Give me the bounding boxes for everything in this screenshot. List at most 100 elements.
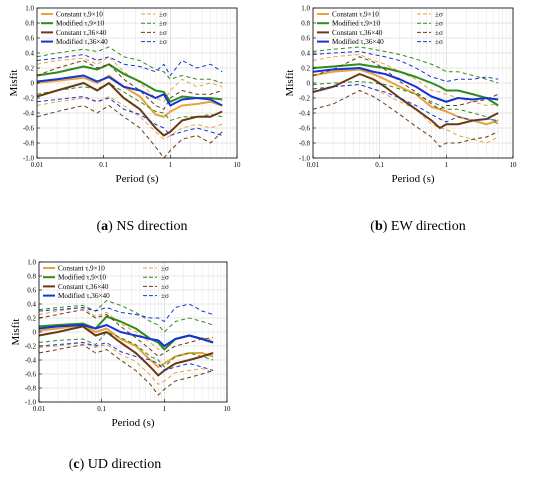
legend-entry: Constant τ,36×40 ±σ — [317, 29, 443, 37]
series-line-dashed — [38, 344, 214, 396]
y-tick-label: 0.8 — [301, 19, 310, 27]
y-tick-label: 0.6 — [27, 286, 36, 294]
series-line-dashed — [312, 84, 499, 123]
caption-paren: ( — [370, 219, 375, 234]
legend-label: Constant τ,9×10 — [332, 11, 379, 19]
y-axis-title: Misfit — [284, 70, 296, 97]
legend-entry: Constant τ,36×40 ±σ — [41, 29, 167, 37]
panel-caption: (b) EW direction — [370, 219, 465, 234]
legend-label: ±σ — [161, 292, 169, 300]
y-tick-label: 0.2 — [25, 64, 34, 72]
caption-paren: ( — [69, 457, 74, 472]
legend-label: ±σ — [159, 20, 167, 28]
x-tick-label: 1 — [445, 161, 449, 169]
legend-label: Modified τ,9×10 — [58, 274, 106, 282]
series-line-dashed — [312, 90, 499, 148]
y-tick-label: -0.4 — [299, 109, 311, 117]
y-tick-label: 0.8 — [27, 272, 36, 280]
y-tick-label: 0 — [307, 79, 311, 87]
y-tick-label: 0 — [33, 328, 37, 336]
x-axis-title: Period (s) — [111, 417, 154, 429]
x-tick-label: 10 — [510, 161, 518, 169]
legend-label: ±σ — [161, 283, 169, 291]
x-tick-label: 0.01 — [31, 161, 44, 169]
y-tick-label: -0.8 — [23, 139, 35, 147]
legend-label: Modified τ,9×10 — [56, 20, 104, 28]
x-tick-label: 0.1 — [97, 405, 106, 413]
legend-entry: Modified τ,9×10 ±σ — [317, 20, 443, 28]
x-tick-label: 10 — [234, 161, 242, 169]
legend-entry: Modified τ,9×10 ±σ — [41, 20, 167, 28]
y-axis-title: Misfit — [8, 70, 20, 97]
series-line-solid — [36, 82, 223, 137]
series-line-dashed — [38, 342, 214, 385]
chart-panel-b: 0.01 0.1 1 10 1.0 0.8 0.6 0.4 0.2 0 -0.2 -0.4 -0.6 -0… — [284, 4, 517, 234]
legend-label: ±σ — [435, 38, 443, 46]
x-tick-label: 10 — [224, 405, 232, 413]
series-line-dashed — [36, 96, 223, 140]
x-tick-label: 1 — [163, 405, 167, 413]
y-tick-label: -0.2 — [25, 342, 37, 350]
series-line-solid — [312, 73, 499, 129]
legend-label: Constant τ,9×10 — [56, 11, 103, 19]
legend-entry: Modified τ,36×40 ±σ — [41, 38, 167, 46]
legend-entry: Constant τ,36×40 ±σ — [43, 283, 169, 291]
legend-label: Modified τ,36×40 — [58, 292, 110, 300]
x-tick-label: 0.1 — [99, 161, 108, 169]
y-tick-label: 0.8 — [25, 19, 34, 27]
series-line-dashed — [36, 96, 223, 136]
y-axis-title: Misfit — [10, 319, 22, 346]
legend-entry: Constant τ,9×10 ±σ — [41, 11, 167, 19]
series-line-dashed — [38, 331, 214, 368]
series-line-dashed — [312, 46, 499, 84]
caption-text: ) EW direction — [383, 219, 466, 234]
legend-label: ±σ — [161, 265, 169, 273]
legend-label: ±σ — [159, 29, 167, 37]
panel-caption: (a) NS direction — [97, 219, 188, 234]
legend-label: ±σ — [161, 274, 169, 282]
series-line-dashed — [312, 56, 499, 110]
legend-entry: Modified τ,36×40 ±σ — [43, 292, 169, 300]
legend-label: Constant τ,36×40 — [332, 29, 383, 37]
y-tick-label: -0.2 — [299, 94, 311, 102]
y-tick-label: -0.4 — [23, 109, 35, 117]
caption-text: ) UD direction — [80, 457, 162, 472]
legend-label: Constant τ,36×40 — [58, 283, 109, 291]
y-tick-label: -0.6 — [23, 124, 35, 132]
y-tick-label: 0.6 — [301, 34, 310, 42]
y-tick-label: -0.6 — [25, 370, 37, 378]
series-line-dashed — [38, 303, 214, 322]
series-line-solid — [36, 74, 223, 107]
legend-label: ±σ — [435, 20, 443, 28]
y-tick-label: -0.4 — [25, 356, 37, 364]
caption-paren: ( — [97, 219, 102, 234]
series-line-dashed — [38, 342, 214, 371]
series-line-dashed — [36, 56, 223, 103]
series-line-solid — [38, 325, 214, 377]
x-tick-label: 0.01 — [307, 161, 320, 169]
y-tick-label: -0.8 — [25, 384, 37, 392]
y-tick-label: -0.6 — [299, 124, 311, 132]
legend-label: ±σ — [159, 38, 167, 46]
series-line-solid — [312, 67, 499, 103]
y-tick-label: 1.0 — [301, 4, 310, 12]
series-line-solid — [312, 68, 499, 126]
y-tick-label: 0.4 — [301, 49, 310, 57]
y-tick-label: 0.6 — [25, 34, 34, 42]
y-tick-label: 0.2 — [27, 314, 36, 322]
y-tick-label: 0 — [31, 79, 35, 87]
caption-letter: a — [101, 219, 108, 234]
legend-entry: Constant τ,9×10 ±σ — [317, 11, 443, 19]
legend-label: Modified τ,36×40 — [332, 38, 384, 46]
y-tick-label: -0.2 — [23, 94, 35, 102]
x-tick-label: 0.01 — [33, 405, 46, 413]
series-line-dashed — [38, 300, 214, 333]
x-tick-label: 1 — [169, 161, 173, 169]
y-tick-label: 0.4 — [27, 300, 36, 308]
legend-entry: Modified τ,9×10 ±σ — [43, 274, 169, 282]
legend-label: Constant τ,36×40 — [56, 29, 107, 37]
y-tick-label: 1.0 — [25, 4, 34, 12]
legend-label: Modified τ,9×10 — [332, 20, 380, 28]
caption-letter: c — [73, 457, 79, 472]
